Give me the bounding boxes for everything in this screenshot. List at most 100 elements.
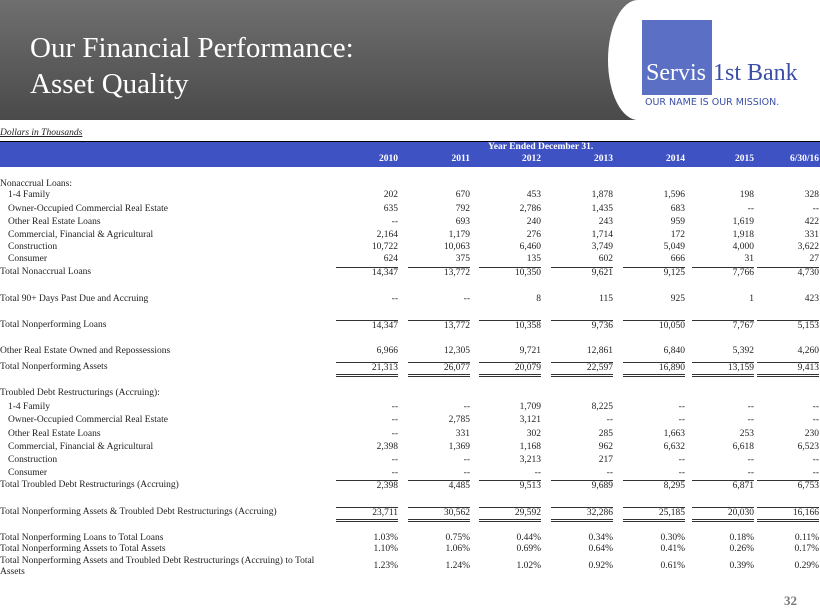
title-line: Asset Quality [30,68,189,100]
cell: 0.30% [660,533,685,543]
cell: 666 [670,254,685,264]
row-label: Construction [8,242,58,252]
cell: 792 [455,204,470,214]
cell: -- [463,294,470,304]
cell: 5,049 [663,242,685,252]
cell: 2,398 [336,480,398,492]
title-line: Our Financial Performance: [30,32,354,64]
cell: 26,077 [408,362,470,377]
row-label: Total Nonperforming Assets [0,362,108,372]
cell: 1.06% [445,544,470,554]
row-label: Owner-Occupied Commercial Real Estate [8,204,168,214]
cell: 0.64% [588,544,613,554]
cell: -- [678,455,685,465]
cell: 453 [526,190,541,200]
cell: 1,596 [663,190,685,200]
row-label: Owner-Occupied Commercial Real Estate [8,415,168,425]
cell: 16,890 [623,362,685,377]
cell: -- [606,468,613,478]
cell: 31 [744,254,755,264]
cell: -- [812,402,819,412]
row-label: Consumer [8,254,48,264]
cell: 243 [598,217,613,227]
cell: 3,213 [519,455,541,465]
cell: 4,485 [408,480,470,492]
cell: 0.34% [588,533,613,543]
row-label: Other Real Estate Loans [8,217,101,227]
cell: -- [391,402,398,412]
cell: -- [391,455,398,465]
cell: 1,714 [591,230,613,240]
cell: -- [606,415,613,425]
cell: 10,050 [623,320,685,332]
cell: 14,347 [336,320,398,332]
cell: 4,730 [757,267,819,279]
cell: -- [812,468,819,478]
column-header: 2015 [735,154,754,164]
cell: 962 [598,442,613,452]
cell: 1,878 [591,190,613,200]
cell: 0.29% [794,561,819,571]
cell: 375 [455,254,470,264]
cell: 1.24% [445,561,470,571]
cell: 2,398 [376,442,398,452]
cell: 8,295 [623,480,685,492]
cell: 8,225 [591,402,613,412]
cell: 0.18% [729,533,754,543]
cell: -- [747,455,754,465]
cell: 30,562 [408,507,470,522]
cell: 423 [804,294,819,304]
logo-box [642,20,712,95]
cell: 7,766 [692,267,754,279]
cell: 0.11% [794,533,819,543]
cell: 23,711 [336,507,398,522]
row-label: Troubled Debt Restructurings (Accruing): [0,388,160,398]
group-header: Year Ended December 31. [488,142,594,152]
cell: 285 [598,429,613,439]
cell: -- [391,217,398,227]
cell: 5,392 [732,346,754,356]
cell: 1,619 [732,217,754,227]
cell: 10,358 [479,320,541,332]
cell: 602 [598,254,613,264]
cell: 0.26% [729,544,754,554]
cell: 6,523 [797,442,819,452]
cell: 135 [526,254,541,264]
row-label: Total Nonperforming Loans [0,320,107,330]
cell: 198 [739,190,754,200]
cell: 172 [670,230,685,240]
cell: 10,722 [371,242,398,252]
cell: -- [812,415,819,425]
cell: -- [391,468,398,478]
cell: 1.23% [373,561,398,571]
cell: -- [678,468,685,478]
column-header: 2012 [522,154,541,164]
cell: -- [812,204,819,214]
cell: 16,166 [757,507,819,522]
cell: 302 [526,429,541,439]
row-label: Total Nonaccrual Loans [0,267,92,277]
cell: 925 [670,294,685,304]
cell: -- [678,402,685,412]
cell: 9,513 [479,480,541,492]
row-label: Total Nonperforming Assets to Total Asse… [0,544,166,554]
cell: 13,772 [408,320,470,332]
cell: 6,460 [519,242,541,252]
cell: 422 [804,217,819,227]
cell: 3,622 [797,242,819,252]
page-number: 32 [784,593,797,608]
cell: -- [463,468,470,478]
cell: 1.02% [516,561,541,571]
row-label: Construction [8,455,58,465]
cell: 0.92% [588,561,613,571]
cell: 3,121 [519,415,541,425]
cell: 6,753 [757,480,819,492]
cell: 6,966 [376,346,398,356]
cell: 9,721 [519,346,541,356]
cell: 2,785 [448,415,470,425]
cell: 1,918 [732,230,754,240]
cell: 12,305 [443,346,470,356]
cell: 240 [526,217,541,227]
cell: 683 [670,204,685,214]
cell: 6,618 [732,442,754,452]
